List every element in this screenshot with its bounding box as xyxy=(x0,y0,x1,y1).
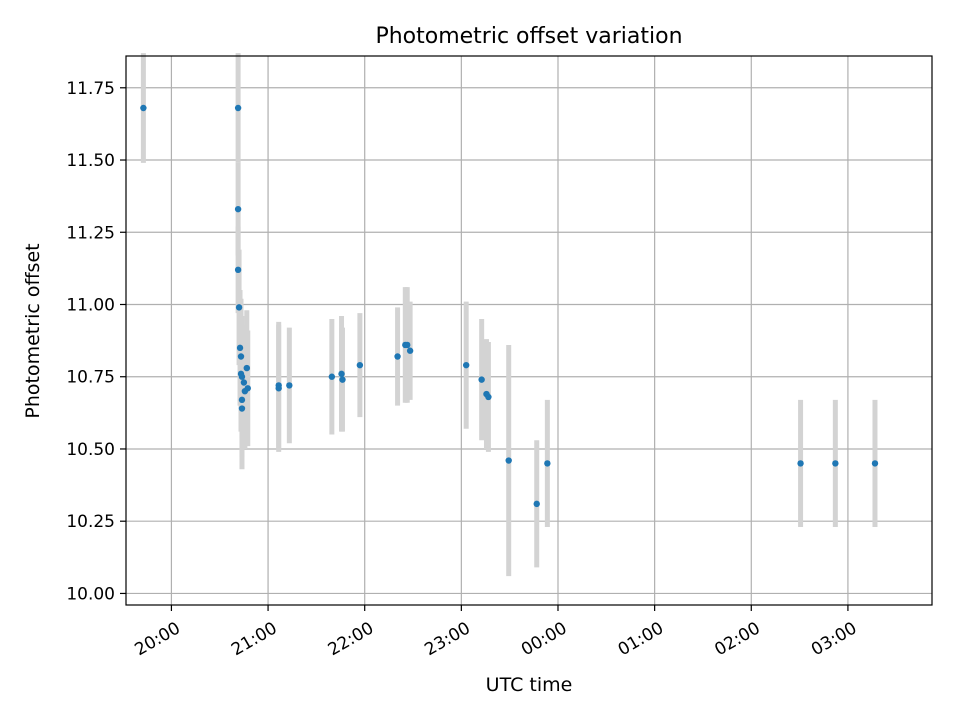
y-axis: 10.00 10.25 10.50 10.75 11.00 11.25 11.50 11.75 xyxy=(66,79,126,604)
data-point xyxy=(238,373,246,380)
data-point xyxy=(356,361,364,369)
data-point xyxy=(338,370,345,378)
data-point xyxy=(505,457,512,464)
data-point xyxy=(234,266,242,274)
data-point xyxy=(462,361,470,369)
data-point xyxy=(339,376,346,383)
y-tick-label: 10.50 xyxy=(66,440,115,460)
y-tick-label: 10.75 xyxy=(66,368,115,388)
y-tick-label: 10.25 xyxy=(66,512,115,532)
data-point xyxy=(238,396,246,404)
data-point xyxy=(871,460,879,467)
y-tick-label: 11.25 xyxy=(66,223,115,243)
data-points xyxy=(140,104,879,508)
data-point xyxy=(404,341,411,349)
data-point xyxy=(240,379,248,386)
x-axis-label: UTC time xyxy=(486,674,573,696)
data-point xyxy=(234,205,242,213)
data-point xyxy=(832,460,839,467)
data-point xyxy=(237,353,245,360)
data-point xyxy=(244,385,251,392)
data-point xyxy=(533,500,540,508)
data-point xyxy=(544,460,551,467)
y-axis-label: Photometric offset xyxy=(22,243,44,418)
data-point xyxy=(275,385,282,392)
data-point xyxy=(238,405,246,412)
y-tick-label: 11.00 xyxy=(66,295,115,315)
data-point xyxy=(394,353,401,360)
chart-title: Photometric offset variation xyxy=(375,24,682,49)
data-point xyxy=(797,460,804,467)
y-tick-label: 11.75 xyxy=(66,79,115,99)
axes-frame xyxy=(125,55,933,606)
data-point xyxy=(328,373,336,380)
y-tick-label: 11.50 xyxy=(66,151,115,171)
data-point xyxy=(478,376,485,383)
data-point xyxy=(406,347,414,354)
grid xyxy=(126,56,932,605)
y-tick-label: 10.00 xyxy=(66,584,115,604)
data-point xyxy=(234,104,242,112)
data-point xyxy=(235,304,243,311)
data-point xyxy=(485,393,492,401)
data-point xyxy=(140,104,147,112)
data-point xyxy=(236,344,244,352)
data-point xyxy=(243,364,251,372)
data-point xyxy=(286,382,293,389)
